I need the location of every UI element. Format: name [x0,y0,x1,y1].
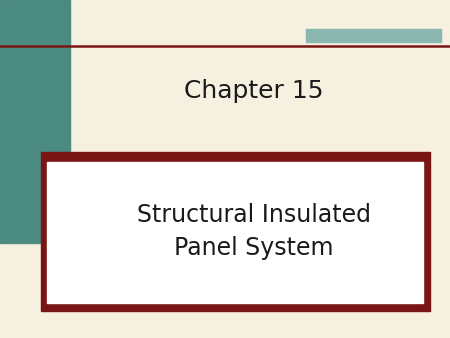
Text: Chapter 15: Chapter 15 [184,79,324,103]
Bar [306,29,441,42]
Text: Structural Insulated
Panel System: Structural Insulated Panel System [137,203,371,260]
Bar [47,162,423,303]
Bar [0,0,70,243]
Bar [40,152,430,311]
